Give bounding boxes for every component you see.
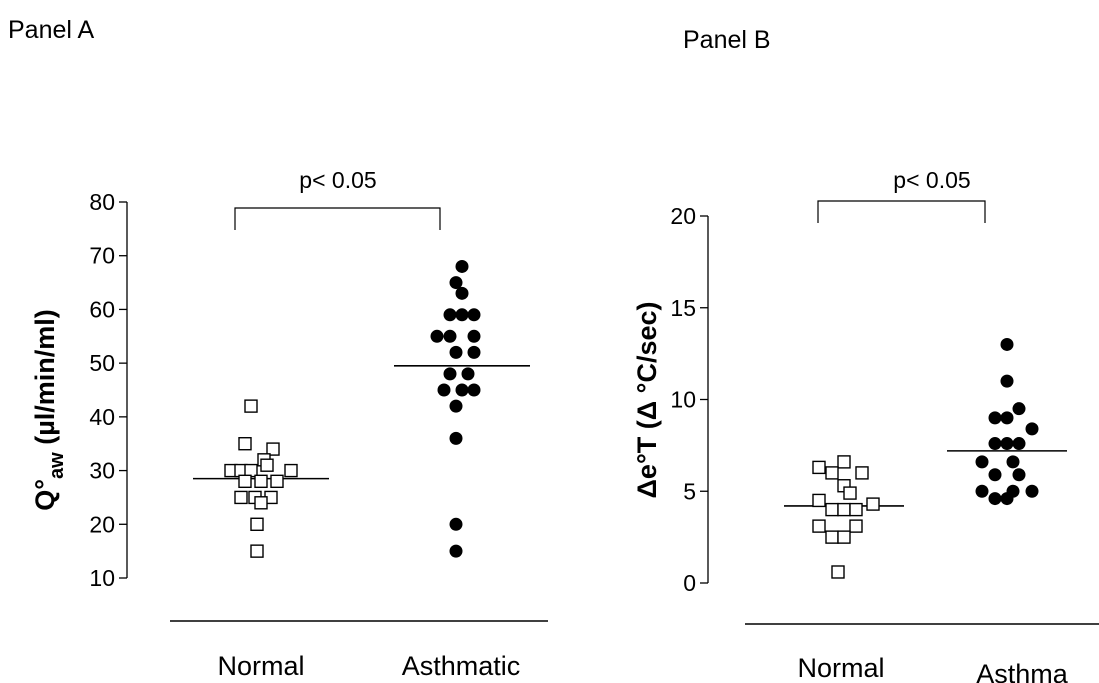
panel-b-y-axis-label: Δe°T (Δ °C/sec): [632, 302, 662, 499]
panel-b-normal-point: [837, 502, 851, 517]
panel-a-normal-point: [284, 463, 298, 478]
panel-a-asthmatic-point: [455, 308, 469, 322]
panel-b-asthmatic-point: [1000, 492, 1014, 506]
panel-a-y-tick-label: 50: [89, 350, 115, 376]
panel-b-y-tick-label: 10: [670, 387, 696, 413]
panel-a-normal-point: [238, 437, 252, 451]
panel-a-asthmatic-point: [467, 329, 481, 343]
panel-a-asthmatic-point: [455, 259, 469, 273]
panel-a-asthmatic-point: [467, 345, 481, 359]
panel-b-asthmatic-point: [1025, 422, 1039, 436]
panel-b-asthmatic-point: [1025, 484, 1039, 498]
panel-a-asthmatic-point: [467, 308, 481, 322]
panel-a-normal-point: [234, 490, 248, 505]
panel-a-asthmatic-point: [449, 345, 463, 359]
panel-a-normal-point: [254, 496, 268, 510]
panel-a-asthmatic-point: [449, 399, 463, 413]
panel-b-category-asthma: Asthma: [976, 659, 1069, 683]
panel-b-asthmatic-point: [975, 484, 989, 498]
panel-a-normal-point: [270, 474, 284, 489]
panel-b-asthmatic-point: [1012, 468, 1026, 482]
panel-b-asthmatic-point: [1006, 455, 1020, 469]
panel-b-normal-point: [843, 486, 857, 500]
panel-a-category-asthmatic: Asthmatic: [402, 651, 521, 681]
panel-b-asthmatic-point: [988, 411, 1002, 425]
panel-b-normal-point: [855, 466, 869, 480]
panel-a-asthmatic-point: [443, 367, 457, 381]
panel-b-normal-point: [866, 497, 880, 511]
panel-b-normal-point: [812, 493, 826, 508]
panel-b-normal-point: [825, 466, 839, 480]
panel-a-label: Panel A: [8, 16, 95, 44]
panel-b-label: Panel B: [683, 26, 771, 54]
panel-b-normal-point: [837, 530, 851, 544]
panel-b-asthmatic-point: [1000, 411, 1014, 425]
panel-a-normal-point: [250, 517, 264, 531]
panel-b-normal-point: [825, 502, 839, 517]
panel-a-significance-label: p< 0.05: [299, 167, 376, 193]
panel-b-asthmatic-point: [1012, 402, 1026, 416]
panel-b-y-tick-label: 5: [683, 478, 696, 504]
panel-b-asthmatic-point: [988, 492, 1002, 506]
panel-a-category-normal: Normal: [217, 651, 304, 681]
panel-b-normal-point: [812, 519, 826, 533]
panel-a-normal-point: [266, 442, 280, 456]
panel-a-significance-bracket: [234, 207, 441, 230]
panel-a-y-tick-label: 10: [89, 565, 115, 591]
panel-b-normal-point: [849, 519, 863, 533]
panel-b-significance-bracket: [817, 200, 986, 223]
panel-a-normal-point: [244, 399, 258, 413]
panel-b-significance-label: p< 0.05: [893, 167, 970, 193]
panel-a-asthmatic-point: [449, 517, 463, 531]
panel-a-asthmatic-point: [461, 367, 475, 381]
panel-b-normal-point: [837, 455, 851, 469]
panel-a-y-tick-label: 20: [89, 511, 115, 537]
panel-b-asthmatic-point: [988, 437, 1002, 451]
panel-a-asthmatic-point: [443, 329, 457, 343]
panel-a-y-tick-label: 40: [89, 404, 115, 430]
panel-a-asthmatic-point: [455, 286, 469, 300]
panel-a-asthmatic-point: [430, 329, 444, 343]
panel-a-asthmatic-point: [449, 544, 463, 558]
panel-a-y-tick-label: 30: [89, 458, 115, 484]
panel-b-asthmatic-point: [975, 455, 989, 469]
panel-a-asthmatic-point: [449, 276, 463, 290]
panel-a-normal-point: [250, 544, 264, 558]
panel-b-normal-point: [849, 502, 863, 517]
panel-b-y-tick-label: 0: [683, 570, 696, 596]
panel-a-y-tick-label: 80: [89, 189, 115, 215]
panel-b-asthmatic-point: [1000, 437, 1014, 451]
panel-b-asthmatic-point: [988, 468, 1002, 482]
panel-b-normal-point: [831, 565, 845, 579]
panel-b-y-tick-label: 20: [670, 203, 696, 229]
panel-b-category-normal: Normal: [797, 653, 884, 683]
panel-b-asthmatic-point: [1000, 374, 1014, 388]
panel-b-y-tick-label: 15: [670, 295, 696, 321]
panel-b-asthmatic-point: [1012, 437, 1026, 451]
panel-a-normal-point: [254, 474, 268, 489]
panel-a-asthmatic-point: [437, 383, 451, 397]
panel-b-normal-point: [812, 460, 826, 475]
panel-b-asthmatic-point: [1000, 337, 1014, 351]
panel-a-normal-point: [260, 458, 274, 472]
panel-a-asthmatic-point: [455, 383, 469, 397]
panel-a-y-axis-label: Q°aw (µl/min/ml): [30, 309, 68, 511]
panel-a-asthmatic-point: [449, 431, 463, 445]
panel-a-asthmatic-point: [443, 308, 457, 322]
panel-a-y-tick-label: 60: [89, 296, 115, 322]
panel-a-y-tick-label: 70: [89, 243, 115, 269]
panel-a-normal-point: [238, 474, 252, 489]
panel-a-asthmatic-point: [467, 383, 481, 397]
panel-b-normal-point: [825, 530, 839, 544]
